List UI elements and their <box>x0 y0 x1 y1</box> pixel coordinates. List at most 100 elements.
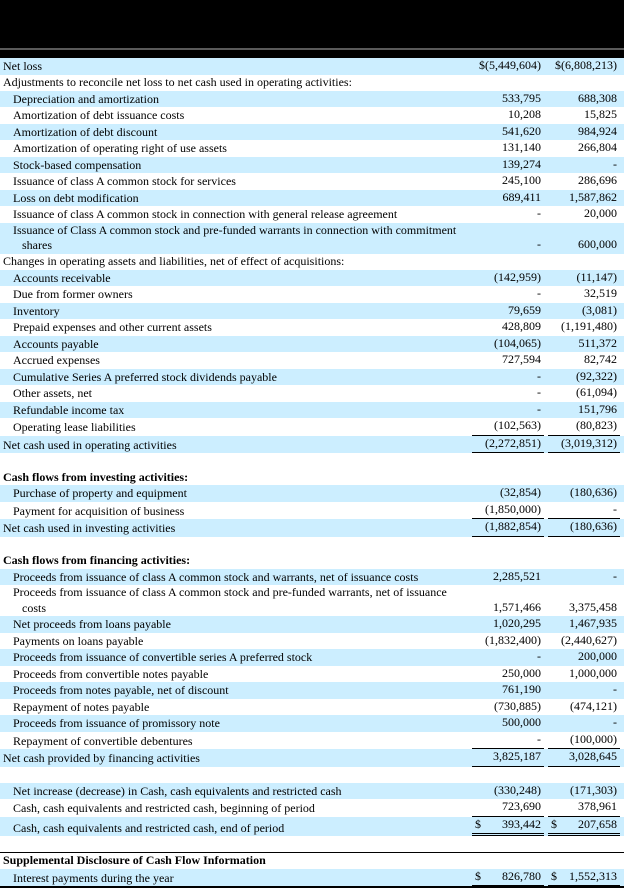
amount-col2: (100,000) <box>548 732 620 749</box>
amount-value: 600,000 <box>578 237 617 251</box>
amount-value: (11,147) <box>576 269 617 284</box>
section-header-label: Supplemental Disclosure of Cash Flow Inf… <box>3 853 266 867</box>
table-row: Refundable income tax - 151,796 <box>0 401 624 419</box>
amount-col2: (180,636) <box>548 485 620 502</box>
table-row: Prepaid expenses and other current asset… <box>0 319 624 336</box>
amount-value: - <box>537 286 541 300</box>
amount-col2: (92,322) <box>548 369 620 386</box>
table-row: Changes in operating assets and liabilit… <box>0 254 624 270</box>
amount-value: 79,659 <box>508 302 541 317</box>
table-row: Supplemental Disclosure of Cash Flow Inf… <box>0 852 624 869</box>
amount-value: 984,924 <box>578 123 617 138</box>
spacer-row <box>0 836 624 852</box>
document-header-band <box>0 0 624 58</box>
amount-col1: (104,065) <box>472 336 544 353</box>
table-row: Net loss $(5,449,604) $(6,808,213) <box>0 58 624 75</box>
amount-col2: (171,303) <box>548 783 620 800</box>
amount-col2: - <box>548 682 620 699</box>
amount-col1: - <box>472 402 544 419</box>
amount-col1: 761,190 <box>472 682 544 699</box>
amount-col2: 82,742 <box>548 352 620 369</box>
row-label: Adjustments to reconcile net loss to net… <box>3 75 352 89</box>
amount-value: - <box>537 401 541 416</box>
table-row: Amortization of operating right of use a… <box>0 140 624 157</box>
amount-value: 1,467,935 <box>569 616 617 630</box>
row-label: Cumulative Series A preferred stock divi… <box>13 369 277 384</box>
amount-col2: (474,121) <box>548 699 620 716</box>
amount-col1: (32,854) <box>472 485 544 502</box>
amount-value: 533,795 <box>502 90 541 105</box>
table-row: Adjustments to reconcile net loss to net… <box>0 75 624 91</box>
spacer-row <box>0 767 624 783</box>
table-row: Interest payments during the year $826,78… <box>0 868 624 886</box>
amount-col1: - <box>472 732 544 749</box>
amount-value: 1,000,000 <box>569 665 617 680</box>
row-label: Net cash used in operating activities <box>3 437 177 452</box>
row-label: Accounts receivable <box>13 270 111 285</box>
amount-value: 3,028,645 <box>569 749 617 763</box>
amount-col1: (142,959) <box>472 270 544 287</box>
row-label: Prepaid expenses and other current asset… <box>13 320 212 334</box>
amount-value: - <box>613 501 617 516</box>
row-label: Amortization of debt issuance costs <box>13 108 185 122</box>
row-label: Accrued expenses <box>13 353 100 367</box>
amount-col2 <box>548 851 620 852</box>
amount-col1: 428,809 <box>472 319 544 336</box>
row-label: Net cash provided by financing activitie… <box>3 751 200 765</box>
amount-value: - <box>537 237 541 251</box>
amount-value: (180,636) <box>570 485 617 499</box>
amount-value: 428,809 <box>502 319 541 333</box>
table-row: Net cash provided by financing activitie… <box>0 749 624 767</box>
row-label: Cash, cash equivalents and restricted ca… <box>13 801 315 815</box>
table-row: Proceeds from issuance of class A common… <box>0 568 624 585</box>
amount-value: - <box>613 156 617 171</box>
table-row: Proceeds from convertible notes payable 2… <box>0 666 624 683</box>
row-label: Net cash used in investing activities <box>3 521 176 535</box>
amount-value: 688,308 <box>578 90 617 105</box>
amount-value: (180,636) <box>570 519 617 533</box>
table-row: Accounts payable (104,065) 511,372 <box>0 335 624 353</box>
spacer-row <box>0 453 624 469</box>
row-label: Accounts payable <box>13 336 99 351</box>
amount-col1: 250,000 <box>472 666 544 683</box>
amount-col1: 723,690 <box>472 799 544 817</box>
amount-value: (61,094) <box>576 385 617 399</box>
table-row: Proceeds from issuance of promissory not… <box>0 715 624 732</box>
amount-value: (2,272,851) <box>485 435 541 450</box>
row-label <box>3 454 472 470</box>
amount-col2: 266,804 <box>548 140 620 157</box>
row-label: Refundable income tax <box>13 402 125 417</box>
table-row: Proceeds from issuance of convertible se… <box>0 649 624 666</box>
amount-col1: (102,563) <box>472 418 544 436</box>
amount-col2: (80,823) <box>548 418 620 436</box>
amount-col2: - <box>548 501 620 519</box>
table-row: Issuance of Class A common stock and pre… <box>0 222 624 254</box>
amount-value: 82,742 <box>584 352 617 366</box>
row-label: Depreciation and amortization <box>13 91 159 106</box>
row-label: Net increase (decrease) in Cash, cash eq… <box>13 783 342 798</box>
table-row: Amortization of debt issuance costs 10,20… <box>0 107 624 124</box>
amount-value: (92,322) <box>576 368 617 383</box>
section-header-label: Cash flows from investing activities: <box>3 469 189 484</box>
amount-col1: 500,000 <box>472 715 544 732</box>
table-row: Purchase of property and equipment (32,85… <box>0 485 624 502</box>
table-row: Loss on debt modification 689,411 1,587,86… <box>0 189 624 206</box>
table-row: Repayment of convertible debentures - (100… <box>0 732 624 749</box>
amount-value: 511,372 <box>578 335 617 350</box>
table-row: Accounts receivable (142,959) (11,147) <box>0 269 624 287</box>
amount-col2: 3,028,645 <box>548 749 620 767</box>
amount-value: 151,796 <box>578 401 617 416</box>
amount-value: (1,882,854) <box>485 519 541 533</box>
amount-value: (1,832,400) <box>485 632 541 647</box>
row-label: Purchase of property and equipment <box>13 486 187 500</box>
amount-value: 32,519 <box>584 286 617 300</box>
amount-col2: 378,961 <box>548 799 620 817</box>
amount-col2: 511,372 <box>548 336 620 353</box>
amount-value: (32,854) <box>500 485 541 499</box>
amount-col2: 3,375,458 <box>548 600 620 617</box>
amount-col1: (330,248) <box>472 783 544 800</box>
amount-value: 761,190 <box>502 682 541 696</box>
amount-value: 2,285,521 <box>493 568 541 583</box>
amount-col2: - <box>548 715 620 732</box>
amount-col2: 20,000 <box>548 206 620 223</box>
